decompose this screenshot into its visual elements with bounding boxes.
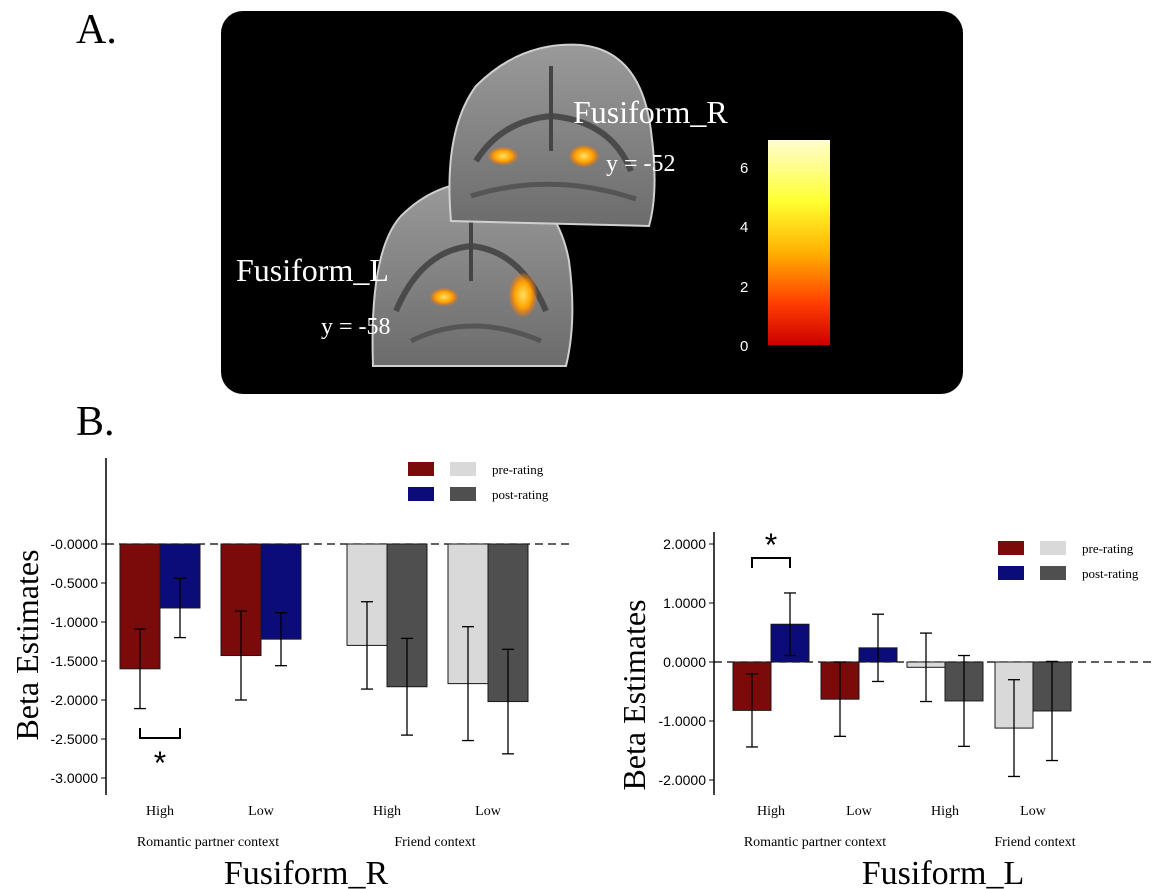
chart1-significance-bracket <box>139 728 181 739</box>
chart2-category-label: Low <box>1020 804 1047 819</box>
colorbar-tick-6: 6 <box>740 160 748 177</box>
brain-slices-figure: Fusiform_R y = -52 Fusiform_L y = -58 6 … <box>236 43 830 367</box>
chart2-x-axis-label: Fusiform_L <box>862 855 1024 889</box>
chart2-legend-swatch-pre-friend <box>1040 541 1066 555</box>
chart2-legend-swatch-post-partner <box>998 566 1024 580</box>
chart2-significance-marker: * <box>765 527 777 563</box>
chart2-category-label: Low <box>846 804 873 819</box>
chart2-y-tick-label: 2.0000 <box>663 536 706 552</box>
chart2-y-axis-label: Beta Estimates <box>616 599 652 790</box>
chart2-y-tick-label: 0.0000 <box>663 654 706 670</box>
chart2-legend-label-post: post-rating <box>1082 566 1139 581</box>
chart1-y-tick-label: -2.0000 <box>51 692 99 708</box>
chart2-category-label: High <box>931 804 959 819</box>
chart1-category-label: High <box>373 804 401 819</box>
chart1-significance-marker: * <box>154 745 166 781</box>
chart1-legend-label-post: post-rating <box>492 487 549 502</box>
chart1-y-tick-label: -1.5000 <box>51 653 99 669</box>
fusiform-r-label: Fusiform_R <box>573 94 728 130</box>
colorbar-tick-2: 2 <box>740 279 748 296</box>
chart1-category-label: Low <box>475 804 502 819</box>
chart1-y-tick-label: -0.5000 <box>51 575 99 591</box>
chart1-category-label: Low <box>248 804 275 819</box>
y-l-label: y = -58 <box>321 314 391 340</box>
chart1-legend-swatch-pre-partner <box>408 462 434 476</box>
chart2-legend-swatch-pre-partner <box>998 541 1024 555</box>
chart2-group-label: Romantic partner context <box>744 835 886 850</box>
chart1-category-label: High <box>146 804 174 819</box>
chart1-y-axis-label: Beta Estimates <box>9 549 45 740</box>
fusiform-l-label: Fusiform_L <box>236 252 389 288</box>
colorbar <box>768 140 830 345</box>
chart1-y-tick-label: -1.0000 <box>51 614 99 630</box>
y-r-label: y = -52 <box>606 151 676 177</box>
brain-slice-right <box>448 43 656 228</box>
chart1-y-tick-label: -3.0000 <box>51 770 99 786</box>
chart2-group-label: Friend context <box>994 835 1075 850</box>
chart2-legend-label-pre: pre-rating <box>1082 541 1134 556</box>
brain-slice-left <box>371 181 574 367</box>
colorbar-tick-0: 0 <box>740 338 748 355</box>
chart1-legend-swatch-pre-friend <box>450 462 476 476</box>
brain-activation-panel: Fusiform_R y = -52 Fusiform_L y = -58 6 … <box>221 11 963 394</box>
chart1-group-label: Romantic partner context <box>137 835 279 850</box>
chart2-category-label: High <box>757 804 785 819</box>
chart1-group-label: Friend context <box>394 835 475 850</box>
colorbar-tick-4: 4 <box>740 219 748 236</box>
panel-a-letter: A. <box>76 7 117 53</box>
chart2-significance-bracket <box>751 557 791 568</box>
chart1-y-tick-label: -0.0000 <box>51 536 99 552</box>
chart1-legend-swatch-post-partner <box>408 487 434 501</box>
chart1-x-axis-label: Fusiform_R <box>224 855 389 889</box>
chart2-y-tick-label: -2.0000 <box>659 772 707 788</box>
chart1-y-tick-label: -2.5000 <box>51 731 99 747</box>
chart1-legend-swatch-post-friend <box>450 487 476 501</box>
panel-b-letter: B. <box>76 399 115 445</box>
chart2-y-tick-label: 1.0000 <box>663 595 706 611</box>
chart1-legend-label-pre: pre-rating <box>492 462 544 477</box>
chart2-legend-swatch-post-friend <box>1040 566 1066 580</box>
chart2-y-tick-label: -1.0000 <box>659 713 707 729</box>
